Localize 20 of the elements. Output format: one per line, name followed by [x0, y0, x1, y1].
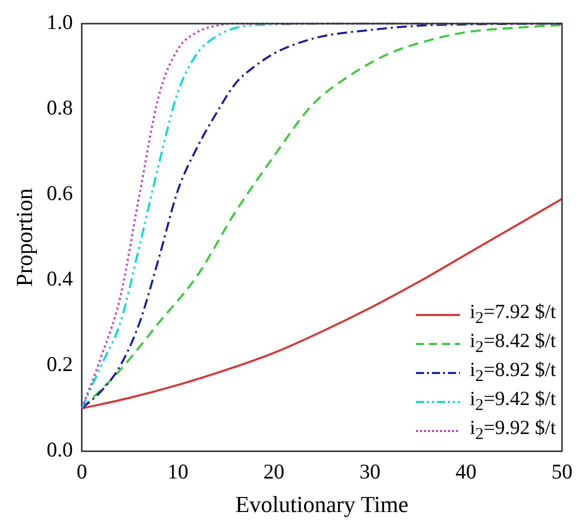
y-tick-label: 1.0 [46, 10, 73, 34]
legend-label: i$_{2}$=7.92 $/t [470, 301, 556, 328]
legend-label: i$_{2}$=9.92 $/t [470, 417, 556, 444]
y-tick-label: 0.4 [46, 266, 74, 291]
legend-label: i$_{2}$=8.42 $/t [470, 330, 556, 358]
y-axis-title: Proportion [12, 188, 37, 287]
y-tick-label: 0.8 [46, 96, 73, 120]
legend-label: i$_{2}$=9.42 $/t [470, 388, 556, 416]
x-axis-title: Evolutionary Time [235, 492, 409, 518]
x-tick-label: 30 [359, 459, 380, 484]
y-tick-label: 0.2 [46, 352, 73, 376]
x-tick-label: 20 [263, 459, 284, 484]
y-tick-label: 0.0 [46, 438, 73, 462]
x-tick-label: 10 [167, 459, 188, 484]
x-tick-label: 50 [552, 459, 572, 484]
legend-label: i$_{2}$=8.92 $/t [470, 359, 556, 386]
x-tick-label: 0 [76, 459, 88, 484]
x-tick-label: 40 [455, 459, 476, 484]
line-series [80, 198, 563, 410]
y-tick-label: 0.6 [46, 181, 73, 206]
